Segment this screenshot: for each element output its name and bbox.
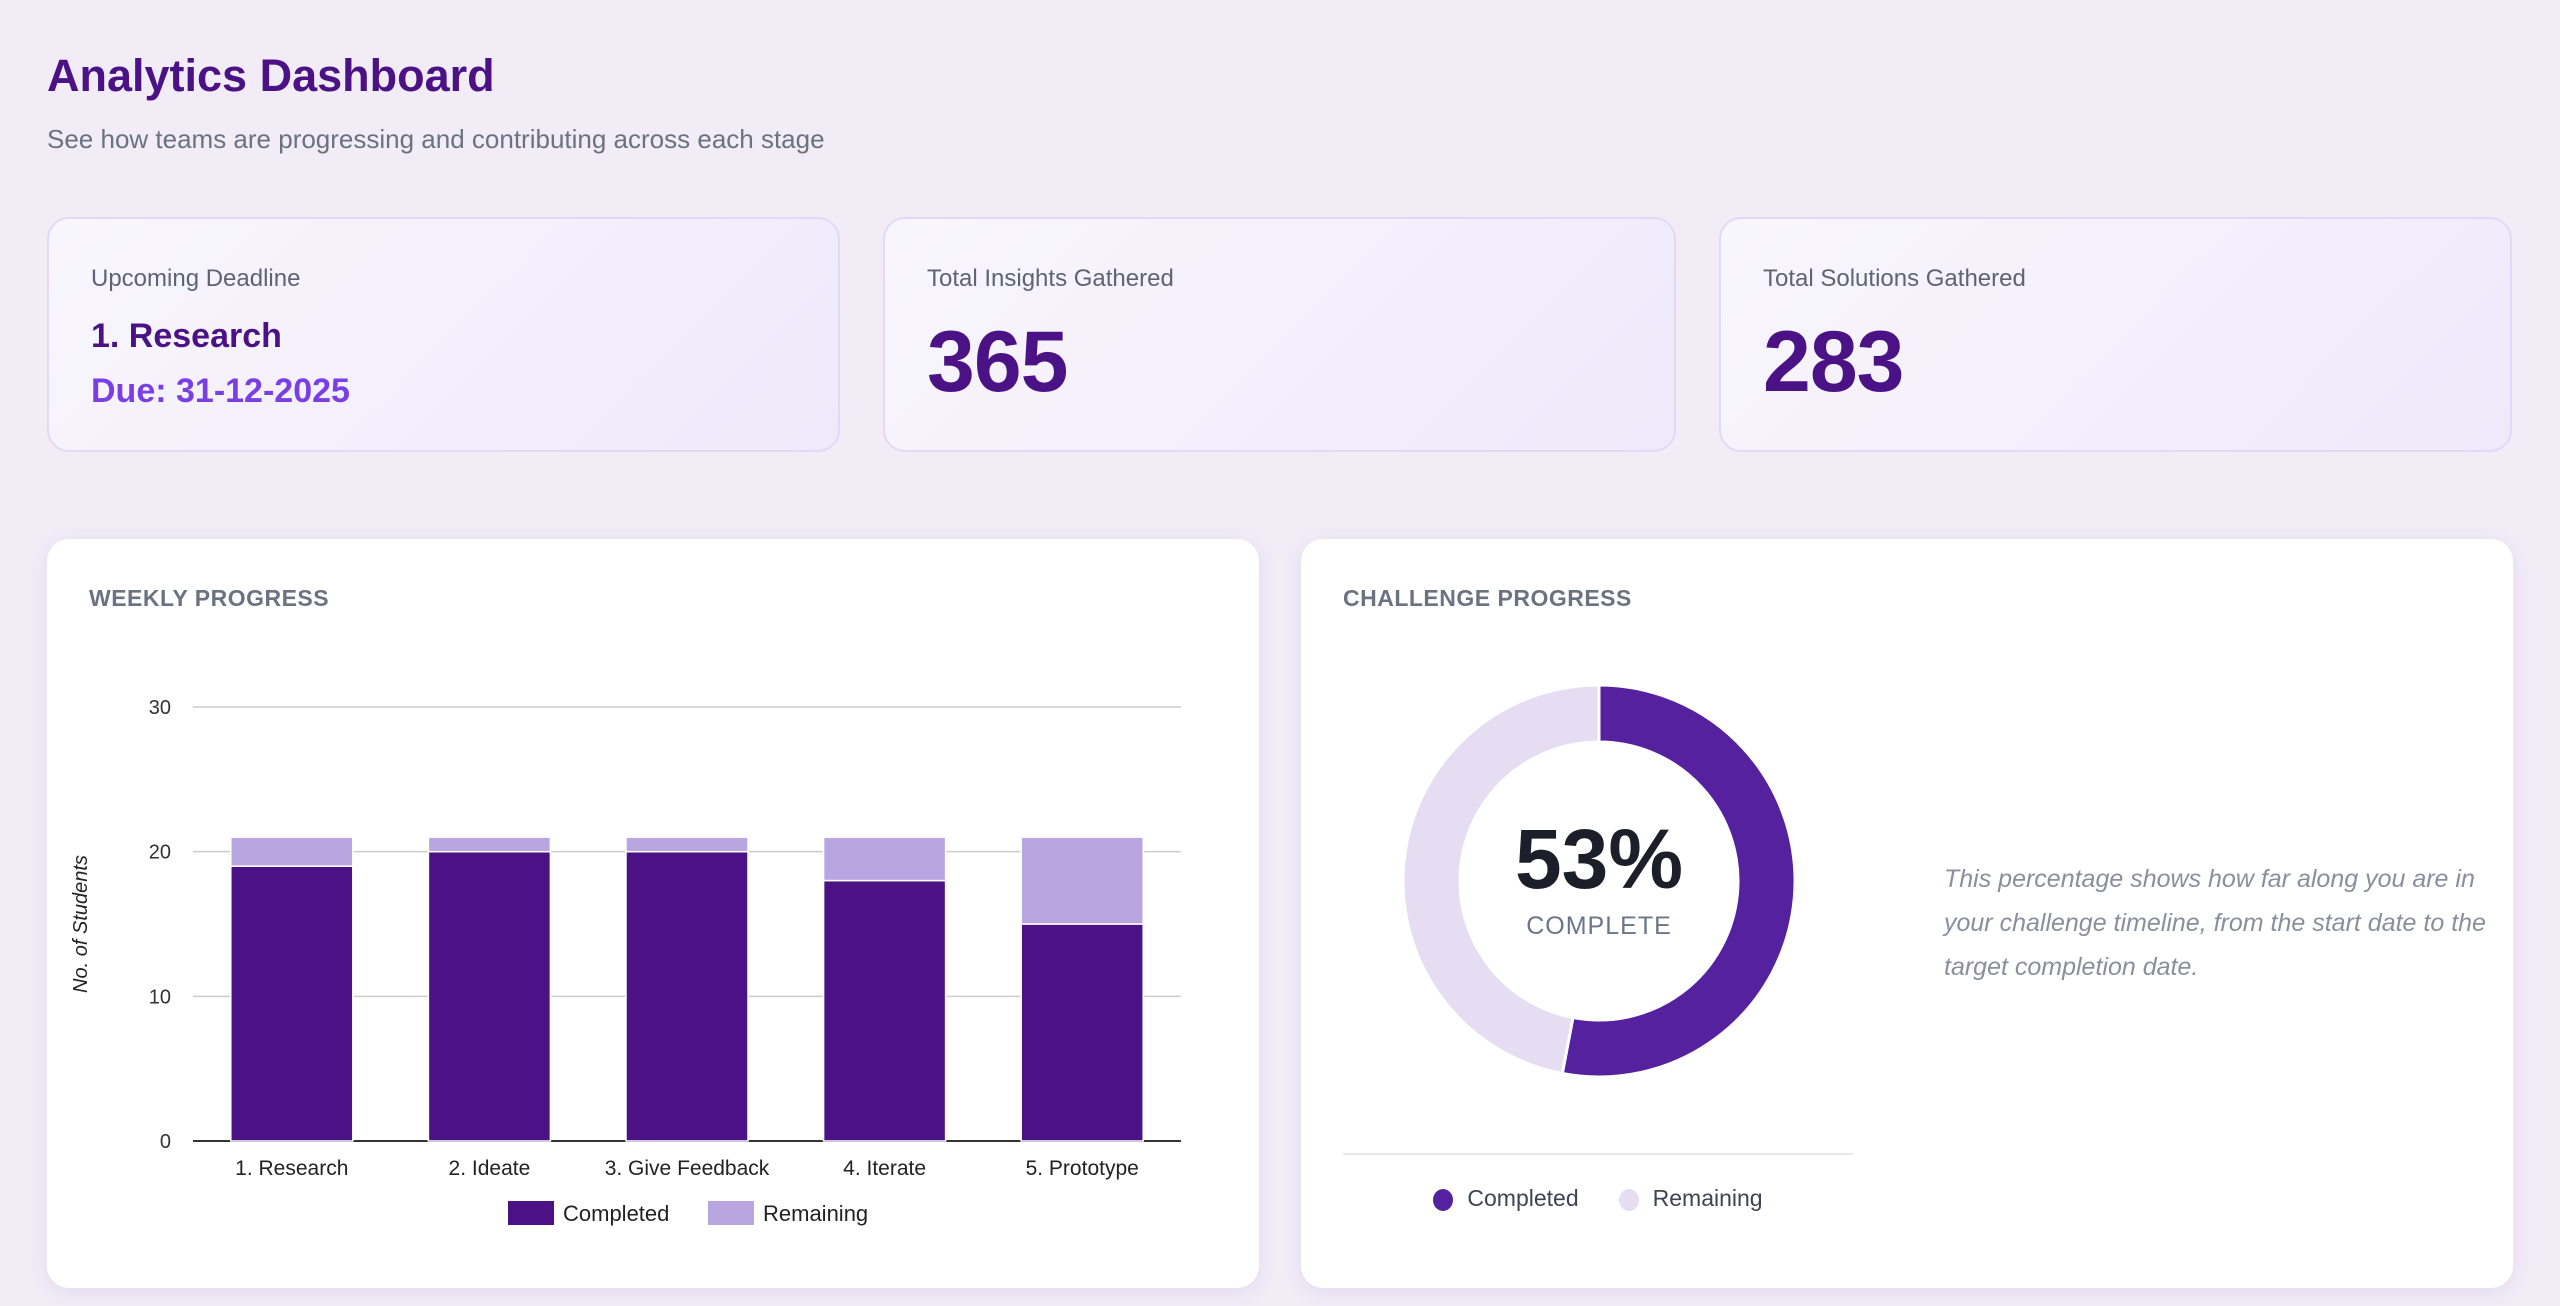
deadline-card: Upcoming Deadline 1. Research Due: 31-12…	[47, 217, 840, 452]
bar-remaining	[427, 836, 552, 853]
x-tick-label: 5. Prototype	[1026, 1157, 1139, 1180]
donut-legend: Completed Remaining	[1343, 1153, 1853, 1212]
bar-completed	[427, 850, 552, 1142]
x-tick-label: 3. Give Feedback	[605, 1157, 770, 1180]
bar-remaining	[625, 836, 749, 853]
bar-completed	[822, 879, 947, 1142]
y-tick-label: 10	[149, 986, 171, 1008]
legend-label-remaining: Remaining	[763, 1201, 868, 1226]
solutions-card: Total Solutions Gathered 283	[1719, 217, 2512, 452]
y-tick-label: 30	[149, 697, 171, 719]
deadline-due: Due: 31-12-2025	[91, 372, 350, 410]
solutions-value: 283	[1763, 314, 1905, 410]
y-tick-label: 20	[149, 842, 171, 864]
x-tick-label: 2. Ideate	[449, 1157, 531, 1180]
legend-swatch-completed	[508, 1201, 554, 1225]
insights-card: Total Insights Gathered 365	[883, 217, 1676, 452]
bar-remaining	[230, 836, 354, 867]
bar-completed	[1020, 923, 1144, 1142]
bar-remaining	[1020, 836, 1144, 925]
bar-remaining	[822, 836, 947, 882]
legend-completed-label: Completed	[1467, 1185, 1579, 1211]
challenge-description: This percentage shows how far along you …	[1944, 865, 2486, 981]
legend-swatch-remaining	[708, 1201, 754, 1225]
deadline-label: Upcoming Deadline	[91, 265, 301, 292]
deadline-stage: 1. Research	[91, 317, 282, 355]
legend-label-completed: Completed	[563, 1201, 669, 1226]
challenge-progress-title: CHALLENGE PROGRESS	[1343, 585, 1632, 611]
page-title: Analytics Dashboard	[47, 50, 495, 101]
completed-dot-icon	[1433, 1188, 1454, 1211]
weekly-progress-panel: WEEKLY PROGRESS No. of Students 0 10 20 30 1…	[47, 539, 1259, 1288]
y-axis-label: No. of Students	[70, 855, 92, 993]
challenge-progress-panel: CHALLENGE PROGRESS 53% COMPLETE This per…	[1301, 539, 2513, 1288]
page-subtitle: See how teams are progressing and contri…	[47, 124, 825, 154]
legend-remaining-label: Remaining	[1652, 1185, 1763, 1211]
insights-value: 365	[927, 314, 1069, 410]
challenge-donut-chart	[1401, 683, 1797, 1079]
solutions-label: Total Solutions Gathered	[1763, 265, 2026, 292]
legend-completed: Completed	[1433, 1185, 1579, 1212]
bar-completed	[625, 850, 749, 1142]
legend-remaining: Remaining	[1618, 1185, 1763, 1212]
x-tick-label: 4. Iterate	[843, 1157, 926, 1180]
donut-slice-remaining	[1401, 683, 1601, 1076]
donut-complete-label: COMPLETE	[1526, 912, 1672, 940]
remaining-dot-icon	[1618, 1188, 1639, 1211]
weekly-progress-title: WEEKLY PROGRESS	[89, 585, 330, 611]
donut-slice-completed	[1560, 683, 1797, 1079]
bar-completed	[230, 865, 354, 1142]
insights-label: Total Insights Gathered	[927, 265, 1174, 292]
weekly-progress-chart: No. of Students 0 10 20 30 1. Research 2. Ide…	[70, 697, 1181, 1226]
x-tick-label: 1. Research	[235, 1157, 348, 1180]
donut-percent: 53%	[1514, 812, 1684, 906]
y-tick-label: 0	[160, 1131, 171, 1153]
